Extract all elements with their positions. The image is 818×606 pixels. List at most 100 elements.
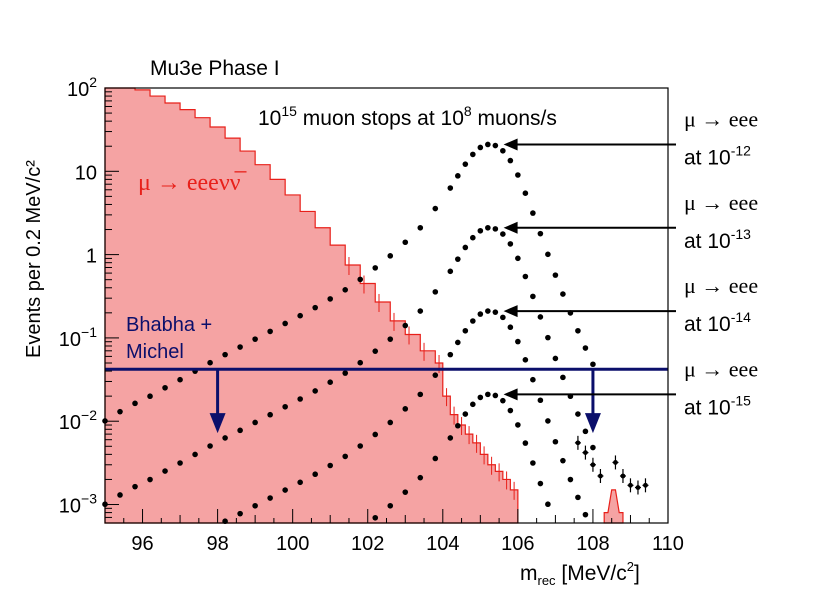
signal-arrow-head [503, 138, 518, 151]
signal-point [432, 455, 439, 462]
signal-point [312, 304, 318, 311]
signal-point [590, 444, 596, 451]
signal-point [267, 328, 273, 335]
signal-point [447, 351, 454, 358]
x-label-sub: rec [538, 573, 557, 588]
signal-point [552, 272, 559, 278]
signal-point [342, 370, 349, 376]
signal-label-process: μ → eee [684, 356, 758, 381]
signal-series-1 [102, 224, 596, 508]
signal-label-process: μ → eee [684, 106, 758, 131]
signal-point [222, 435, 228, 441]
signal-point [515, 422, 521, 428]
signal-point [477, 311, 484, 317]
signal-point [402, 239, 409, 246]
signal-point [177, 460, 183, 466]
signal-point [447, 185, 454, 191]
signal-point [327, 379, 334, 386]
signal-point [477, 227, 484, 234]
signal-point [417, 391, 424, 398]
signal-point [417, 308, 424, 314]
signal-point [387, 253, 394, 259]
bhabha-label-line1: Bhabha + [126, 314, 212, 336]
x-tick-label: 98 [206, 533, 228, 555]
signal-label-rate-base: at 10 [684, 230, 731, 253]
signal-series-0 [102, 141, 596, 424]
y-axis-label: Events per 0.2 MeV/c² [23, 160, 45, 358]
signal-point [530, 210, 536, 216]
signal-point [282, 487, 288, 493]
signal-point [537, 397, 544, 404]
subtitle-base1: 10 [258, 107, 281, 130]
signal-arrow-head [503, 305, 518, 318]
signal-point [417, 474, 424, 481]
signal-point [515, 338, 521, 345]
y-tick-base: 1 [86, 246, 97, 268]
signal-point [342, 287, 349, 293]
signal-point [297, 396, 303, 402]
signal-point [237, 510, 243, 517]
signal-point [552, 355, 559, 362]
signal-label-rate: at 10-14 [684, 309, 751, 336]
signal-point [402, 406, 409, 412]
signal-label-rate-exp: -12 [731, 142, 751, 158]
subtitle-tail: muons/s [472, 107, 557, 130]
signal-label-rate: at 10-15 [684, 392, 751, 419]
signal-point [327, 462, 334, 469]
error-point [613, 460, 618, 465]
signal-point [537, 314, 544, 320]
signal-label-process: μ → eee [684, 273, 758, 298]
signal-point [282, 403, 288, 410]
background-histogram [104, 87, 519, 524]
signal-point [515, 172, 521, 178]
signal-point [132, 400, 138, 407]
y-tick-label: 10−3 [59, 491, 97, 518]
signal-point [537, 230, 544, 237]
x-tick-label: 102 [351, 533, 384, 555]
signal-point [560, 374, 566, 381]
x-tick-label: 96 [131, 533, 153, 555]
y-tick-base: 10 [59, 496, 81, 518]
x-tick-label: 100 [276, 533, 309, 555]
signal-point [545, 334, 551, 341]
signal-point [312, 388, 318, 394]
signal-point [470, 151, 476, 158]
signal-point [372, 265, 379, 271]
signal-point [492, 392, 499, 399]
signal-point [162, 384, 168, 391]
signal-point [267, 495, 273, 501]
y-tick-label: 10−1 [59, 324, 97, 351]
signal-point [117, 408, 123, 415]
signal-point [252, 336, 258, 342]
signal-point [372, 348, 379, 354]
signal-point [470, 318, 476, 324]
signal-label-rate: at 10-12 [684, 142, 751, 169]
signal-point [500, 314, 506, 321]
signal-point [492, 309, 499, 315]
signal-point [485, 141, 491, 148]
chart-title: Mu3e Phase I [150, 57, 280, 80]
signal-point [297, 479, 303, 486]
error-point [575, 440, 581, 446]
x-tick-label: 108 [576, 533, 609, 555]
error-point [598, 473, 603, 479]
signal-point [312, 471, 318, 478]
y-tick-base: 10 [59, 329, 81, 351]
background-distribution [104, 87, 624, 524]
signal-point [522, 357, 529, 363]
error-point [643, 482, 648, 488]
signal-series-3 [372, 391, 551, 521]
signal-point [545, 501, 551, 508]
signal-arrow-head [503, 221, 518, 234]
signal-point [507, 157, 514, 164]
signal-point [357, 359, 364, 366]
x-label-main: m [520, 562, 538, 585]
signal-point [162, 468, 168, 474]
signal-label-rate-exp: -13 [731, 226, 751, 242]
signal-point [500, 231, 506, 237]
signal-point [522, 440, 529, 446]
signal-point [387, 502, 394, 509]
signal-point [455, 173, 461, 179]
signal-point [132, 483, 138, 490]
